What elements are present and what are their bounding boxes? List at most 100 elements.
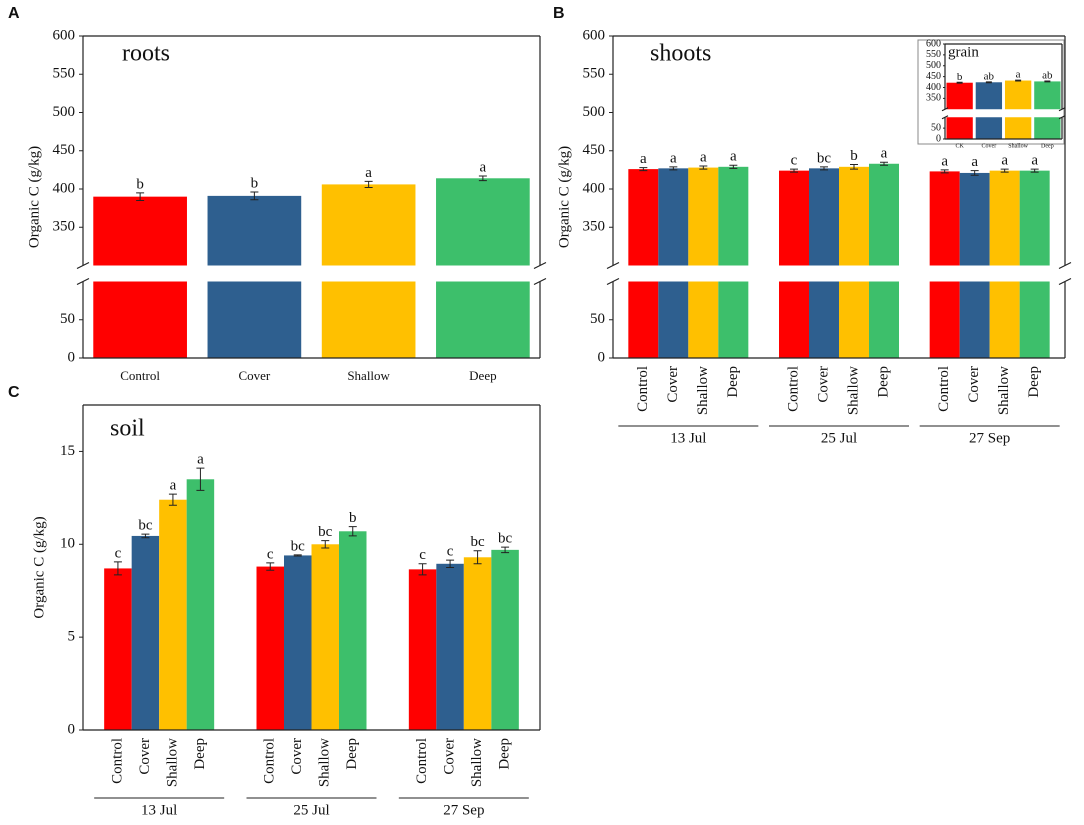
significance-letter: a (197, 452, 204, 468)
x-tick-label: Control (635, 366, 651, 412)
bar (688, 167, 719, 358)
bar (809, 168, 839, 358)
significance-letter: a (881, 146, 888, 162)
bar (959, 172, 990, 358)
panel-label: B (553, 5, 565, 22)
significance-letter: a (700, 149, 707, 165)
significance-letter: c (791, 153, 798, 169)
bar (256, 566, 284, 730)
x-tick-label: Cover (982, 143, 997, 149)
x-tick-label: Deep (469, 368, 496, 383)
error-bar (196, 467, 205, 491)
x-tick-label: Deep (875, 366, 891, 398)
significance-letter: a (1031, 153, 1038, 169)
error-bar (141, 533, 150, 539)
significance-letter: a (941, 153, 948, 169)
y-tick-label: 0 (598, 349, 606, 365)
significance-letter: bc (817, 150, 832, 166)
y-tick-label: 400 (583, 180, 606, 196)
y-axis-label: Organic C (g/kg) (31, 516, 47, 618)
panel-label: C (8, 384, 20, 401)
significance-letter: b (349, 510, 357, 526)
y-tick-label: 50 (590, 311, 605, 327)
error-bar (478, 175, 487, 182)
y-tick-label: 550 (583, 66, 606, 82)
x-tick-label: Cover (815, 366, 831, 403)
x-tick-label: Cover (137, 738, 153, 775)
x-tick-label: Shallow (845, 366, 861, 415)
bar (1019, 170, 1050, 358)
significance-letter: ab (1042, 70, 1053, 82)
error-bar (250, 191, 259, 201)
x-tick-label: Deep (497, 738, 513, 770)
axis-break-mark (533, 261, 547, 286)
x-tick-label: Deep (1026, 366, 1042, 398)
y-tick-label: 15 (60, 443, 75, 459)
group-label: 25 Jul (293, 802, 329, 818)
significance-letter: bc (318, 524, 333, 540)
error-bar (293, 554, 302, 557)
group-label: 27 Sep (969, 430, 1010, 446)
bar (929, 171, 960, 358)
significance-letter: a (1016, 69, 1021, 81)
significance-letter: bc (498, 531, 513, 547)
significance-letter: c (419, 547, 426, 563)
y-tick-label: 50 (60, 311, 75, 327)
error-bar (850, 164, 858, 170)
x-tick-label: Control (109, 738, 125, 784)
axis-break-mark (1058, 261, 1072, 286)
y-tick-label: 400 (926, 82, 941, 93)
bar (779, 170, 809, 358)
error-bar (956, 81, 963, 84)
bar (159, 499, 187, 730)
bar (628, 169, 659, 358)
error-bar (364, 180, 373, 188)
significance-letter: c (115, 545, 122, 561)
x-tick-label: Control (120, 368, 160, 383)
bar (436, 563, 464, 730)
bar (408, 569, 437, 730)
y-tick-label: 0 (68, 349, 76, 365)
group-label: 13 Jul (141, 802, 177, 818)
error-bar (820, 166, 828, 171)
significance-letter: ab (984, 70, 995, 82)
significance-letter: a (971, 154, 978, 170)
x-tick-label: Deep (725, 366, 741, 398)
error-bar (113, 561, 122, 576)
x-tick-label: Shallow (317, 738, 333, 787)
x-tick-label: Shallow (164, 738, 180, 787)
axis-break-mark (1058, 107, 1066, 120)
group-label: 27 Sep (443, 802, 484, 818)
y-tick-label: 10 (60, 536, 75, 552)
x-tick-label: Cover (238, 368, 270, 383)
chart-title: roots (122, 41, 170, 67)
error-bar (639, 167, 648, 172)
x-tick-label: Shallow (347, 368, 390, 383)
error-bar (321, 540, 330, 549)
group-label: 13 Jul (670, 430, 706, 446)
error-bar (136, 192, 145, 201)
bar (463, 557, 492, 730)
x-tick-label: CK (955, 143, 964, 149)
error-bar (790, 168, 798, 173)
chart-title: shoots (650, 41, 711, 67)
bar (989, 170, 1020, 358)
error-bar (669, 166, 678, 171)
significance-letter: c (447, 544, 454, 560)
axis-break-mark (606, 261, 620, 286)
bar (131, 535, 160, 730)
y-tick-label: 450 (583, 142, 606, 158)
bar (491, 549, 519, 730)
error-bar (699, 165, 708, 170)
significance-letter: b (850, 148, 858, 164)
x-tick-label: Cover (665, 366, 681, 403)
group-label: 25 Jul (821, 430, 857, 446)
bar (658, 168, 689, 358)
bar (718, 166, 749, 358)
bar (186, 479, 215, 730)
bar (311, 544, 339, 730)
y-tick-label: 350 (926, 93, 941, 104)
x-tick-label: Deep (1041, 143, 1054, 149)
y-tick-label: 450 (53, 142, 76, 158)
